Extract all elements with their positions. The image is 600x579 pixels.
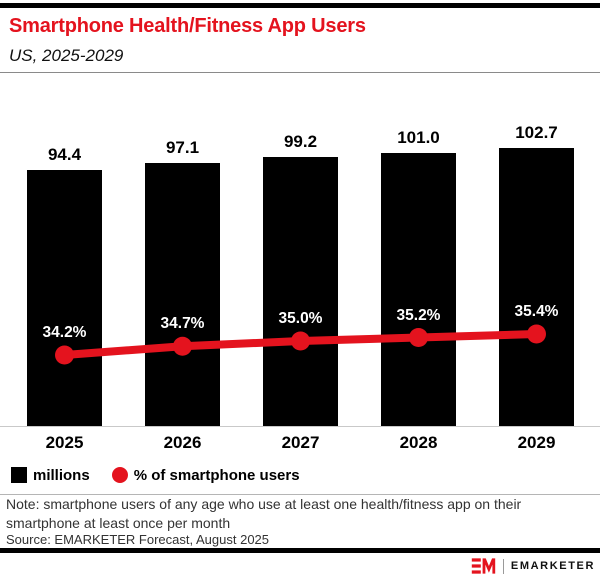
bar-value-label: 97.1	[165, 138, 200, 157]
x-axis-label-2028: 2028	[399, 433, 438, 452]
emarketer-logo-icon	[471, 558, 496, 574]
bar-value-label: 101.0	[397, 128, 440, 147]
legend-label-percent: % of smartphone users	[133, 466, 300, 484]
x-axis-label-2026: 2026	[163, 433, 202, 452]
footnote-note: Note: smartphone users of any age who us…	[6, 495, 521, 533]
top-rule	[0, 3, 600, 8]
page-subtitle: US, 2025-2029	[9, 46, 124, 65]
legend-swatch-millions	[11, 467, 27, 483]
pct-value-label: 35.0%	[278, 310, 323, 327]
bar-value-label: 102.7	[515, 123, 558, 142]
brand-footer: EMARKETER	[471, 556, 595, 576]
bar-2029	[499, 148, 574, 426]
pct-value-label: 34.2%	[42, 324, 87, 341]
bar-value-label: 94.4	[47, 145, 82, 164]
bar-2026	[145, 163, 220, 426]
x-axis-label-2027: 2027	[281, 433, 320, 452]
legend-label-millions: millions	[33, 466, 90, 484]
legend-divider	[0, 494, 600, 495]
legend-swatch-percent	[111, 467, 128, 483]
pct-value-label: 34.7%	[160, 315, 205, 333]
footnote-source: Source: EMARKETER Forecast, August 2025	[6, 532, 270, 547]
legend: millions % of smartphone users	[11, 465, 300, 485]
x-axis-line	[0, 426, 600, 427]
pct-value-label: 35.2%	[396, 306, 441, 324]
page-title: Smartphone Health/Fitness App Users	[9, 15, 366, 37]
bar-2028	[381, 153, 456, 426]
header-divider	[0, 72, 600, 73]
bar-2025	[27, 170, 102, 426]
emarketer-wordmark: EMARKETER	[510, 560, 595, 572]
bar-2027	[263, 157, 338, 426]
pct-value-label: 35.4%	[514, 303, 559, 320]
x-axis-label-2025: 2025	[45, 433, 84, 452]
x-axis-label-2029: 2029	[517, 433, 556, 452]
logo-divider	[502, 558, 504, 574]
bar-value-label: 99.2	[283, 132, 318, 151]
footnote-note-line-1: Note: smartphone users of any age who us…	[6, 496, 522, 512]
bottom-rule	[0, 548, 600, 553]
footnote-note-line-2: smartphone at least once per month	[6, 515, 231, 531]
